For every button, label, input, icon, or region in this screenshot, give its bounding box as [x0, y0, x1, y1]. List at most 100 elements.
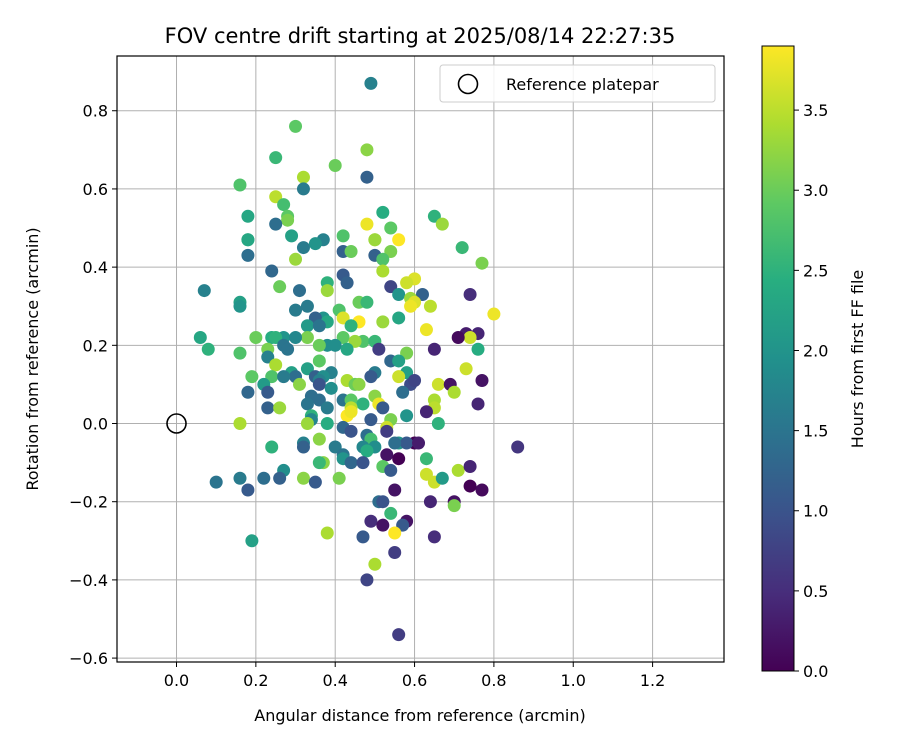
data-point [312, 393, 326, 407]
data-point [380, 448, 394, 462]
x-tick-label: 1.0 [561, 671, 586, 690]
data-point [392, 452, 406, 466]
colorbar-gradient [761, 45, 795, 672]
data-point [233, 417, 247, 431]
colorbar-tick-label: 1.5 [803, 422, 828, 441]
data-point [348, 334, 362, 348]
data-point [312, 338, 326, 352]
data-point [300, 362, 314, 376]
data-point [392, 233, 406, 247]
data-point [408, 374, 422, 388]
data-point [475, 256, 489, 270]
data-point [269, 217, 283, 231]
data-point [431, 377, 445, 391]
data-point [384, 463, 398, 477]
data-point [455, 241, 469, 255]
data-point [356, 397, 370, 411]
data-point [372, 342, 386, 356]
data-point [324, 381, 338, 395]
data-point [360, 295, 374, 309]
y-tick-label: 0.4 [83, 258, 108, 277]
data-point [419, 467, 433, 481]
data-point [320, 401, 334, 415]
y-tick-label: −0.6 [69, 649, 108, 668]
data-point [471, 342, 485, 356]
data-point [344, 456, 358, 470]
y-tick-label: −0.2 [69, 493, 108, 512]
data-point [388, 483, 402, 497]
legend: Reference platepar [439, 64, 716, 103]
data-point [328, 158, 342, 172]
data-point [312, 377, 326, 391]
data-point [404, 299, 418, 313]
data-point [241, 209, 255, 223]
data-point [427, 209, 441, 223]
data-point [328, 440, 342, 454]
data-point [265, 440, 279, 454]
data-point [364, 514, 378, 528]
x-tick-label: 0.2 [243, 671, 268, 690]
data-point [463, 330, 477, 344]
data-point [415, 287, 429, 301]
data-point [344, 319, 358, 333]
data-point [261, 350, 275, 364]
data-point [511, 440, 525, 454]
data-point [312, 432, 326, 446]
data-point [312, 456, 326, 470]
data-point [332, 471, 346, 485]
data-point [431, 417, 445, 431]
data-point [360, 143, 374, 157]
data-point [471, 397, 485, 411]
y-tick-label: 0.2 [83, 336, 108, 355]
data-point [392, 370, 406, 384]
data-point [312, 319, 326, 333]
y-tick-label: 0.0 [83, 415, 108, 434]
colorbar-tick-label: 0.0 [803, 662, 828, 681]
data-point [296, 241, 310, 255]
data-point [296, 182, 310, 196]
data-point [487, 307, 501, 321]
data-point [376, 401, 390, 415]
x-tick-label: 0.8 [481, 671, 506, 690]
data-point [300, 319, 314, 333]
data-points [193, 76, 525, 642]
data-point [257, 471, 271, 485]
data-point [197, 284, 211, 298]
data-point [475, 483, 489, 497]
data-point [376, 205, 390, 219]
data-point [296, 440, 310, 454]
data-point [396, 518, 410, 532]
data-point [289, 252, 303, 266]
data-point [447, 385, 461, 399]
x-axis-label: Angular distance from reference (arcmin) [254, 706, 585, 725]
data-point [400, 276, 414, 290]
data-point [328, 338, 342, 352]
data-point [273, 471, 287, 485]
data-point [308, 237, 322, 251]
data-point [269, 190, 283, 204]
data-point [352, 377, 366, 391]
data-point [435, 217, 449, 231]
data-point [368, 233, 382, 247]
data-point [300, 330, 314, 344]
data-point [360, 444, 374, 458]
data-point [289, 330, 303, 344]
data-point [451, 330, 465, 344]
data-point [281, 342, 295, 356]
y-axis-label: Rotation from reference (arcmin) [23, 227, 42, 490]
data-point [364, 76, 378, 90]
data-point [193, 330, 207, 344]
data-point [356, 456, 370, 470]
data-point [376, 518, 390, 532]
colorbar-tick-label: 1.0 [803, 502, 828, 521]
data-point [249, 330, 263, 344]
data-point [388, 546, 402, 560]
data-point [296, 170, 310, 184]
data-point [463, 479, 477, 493]
data-point [336, 229, 350, 243]
data-point [392, 628, 406, 642]
data-point [400, 436, 414, 450]
colorbar-ticks: 0.0 0.5 1.0 1.5 2.0 2.5 3.0 3.5 [794, 101, 828, 681]
data-point [427, 342, 441, 356]
data-point [265, 370, 279, 384]
